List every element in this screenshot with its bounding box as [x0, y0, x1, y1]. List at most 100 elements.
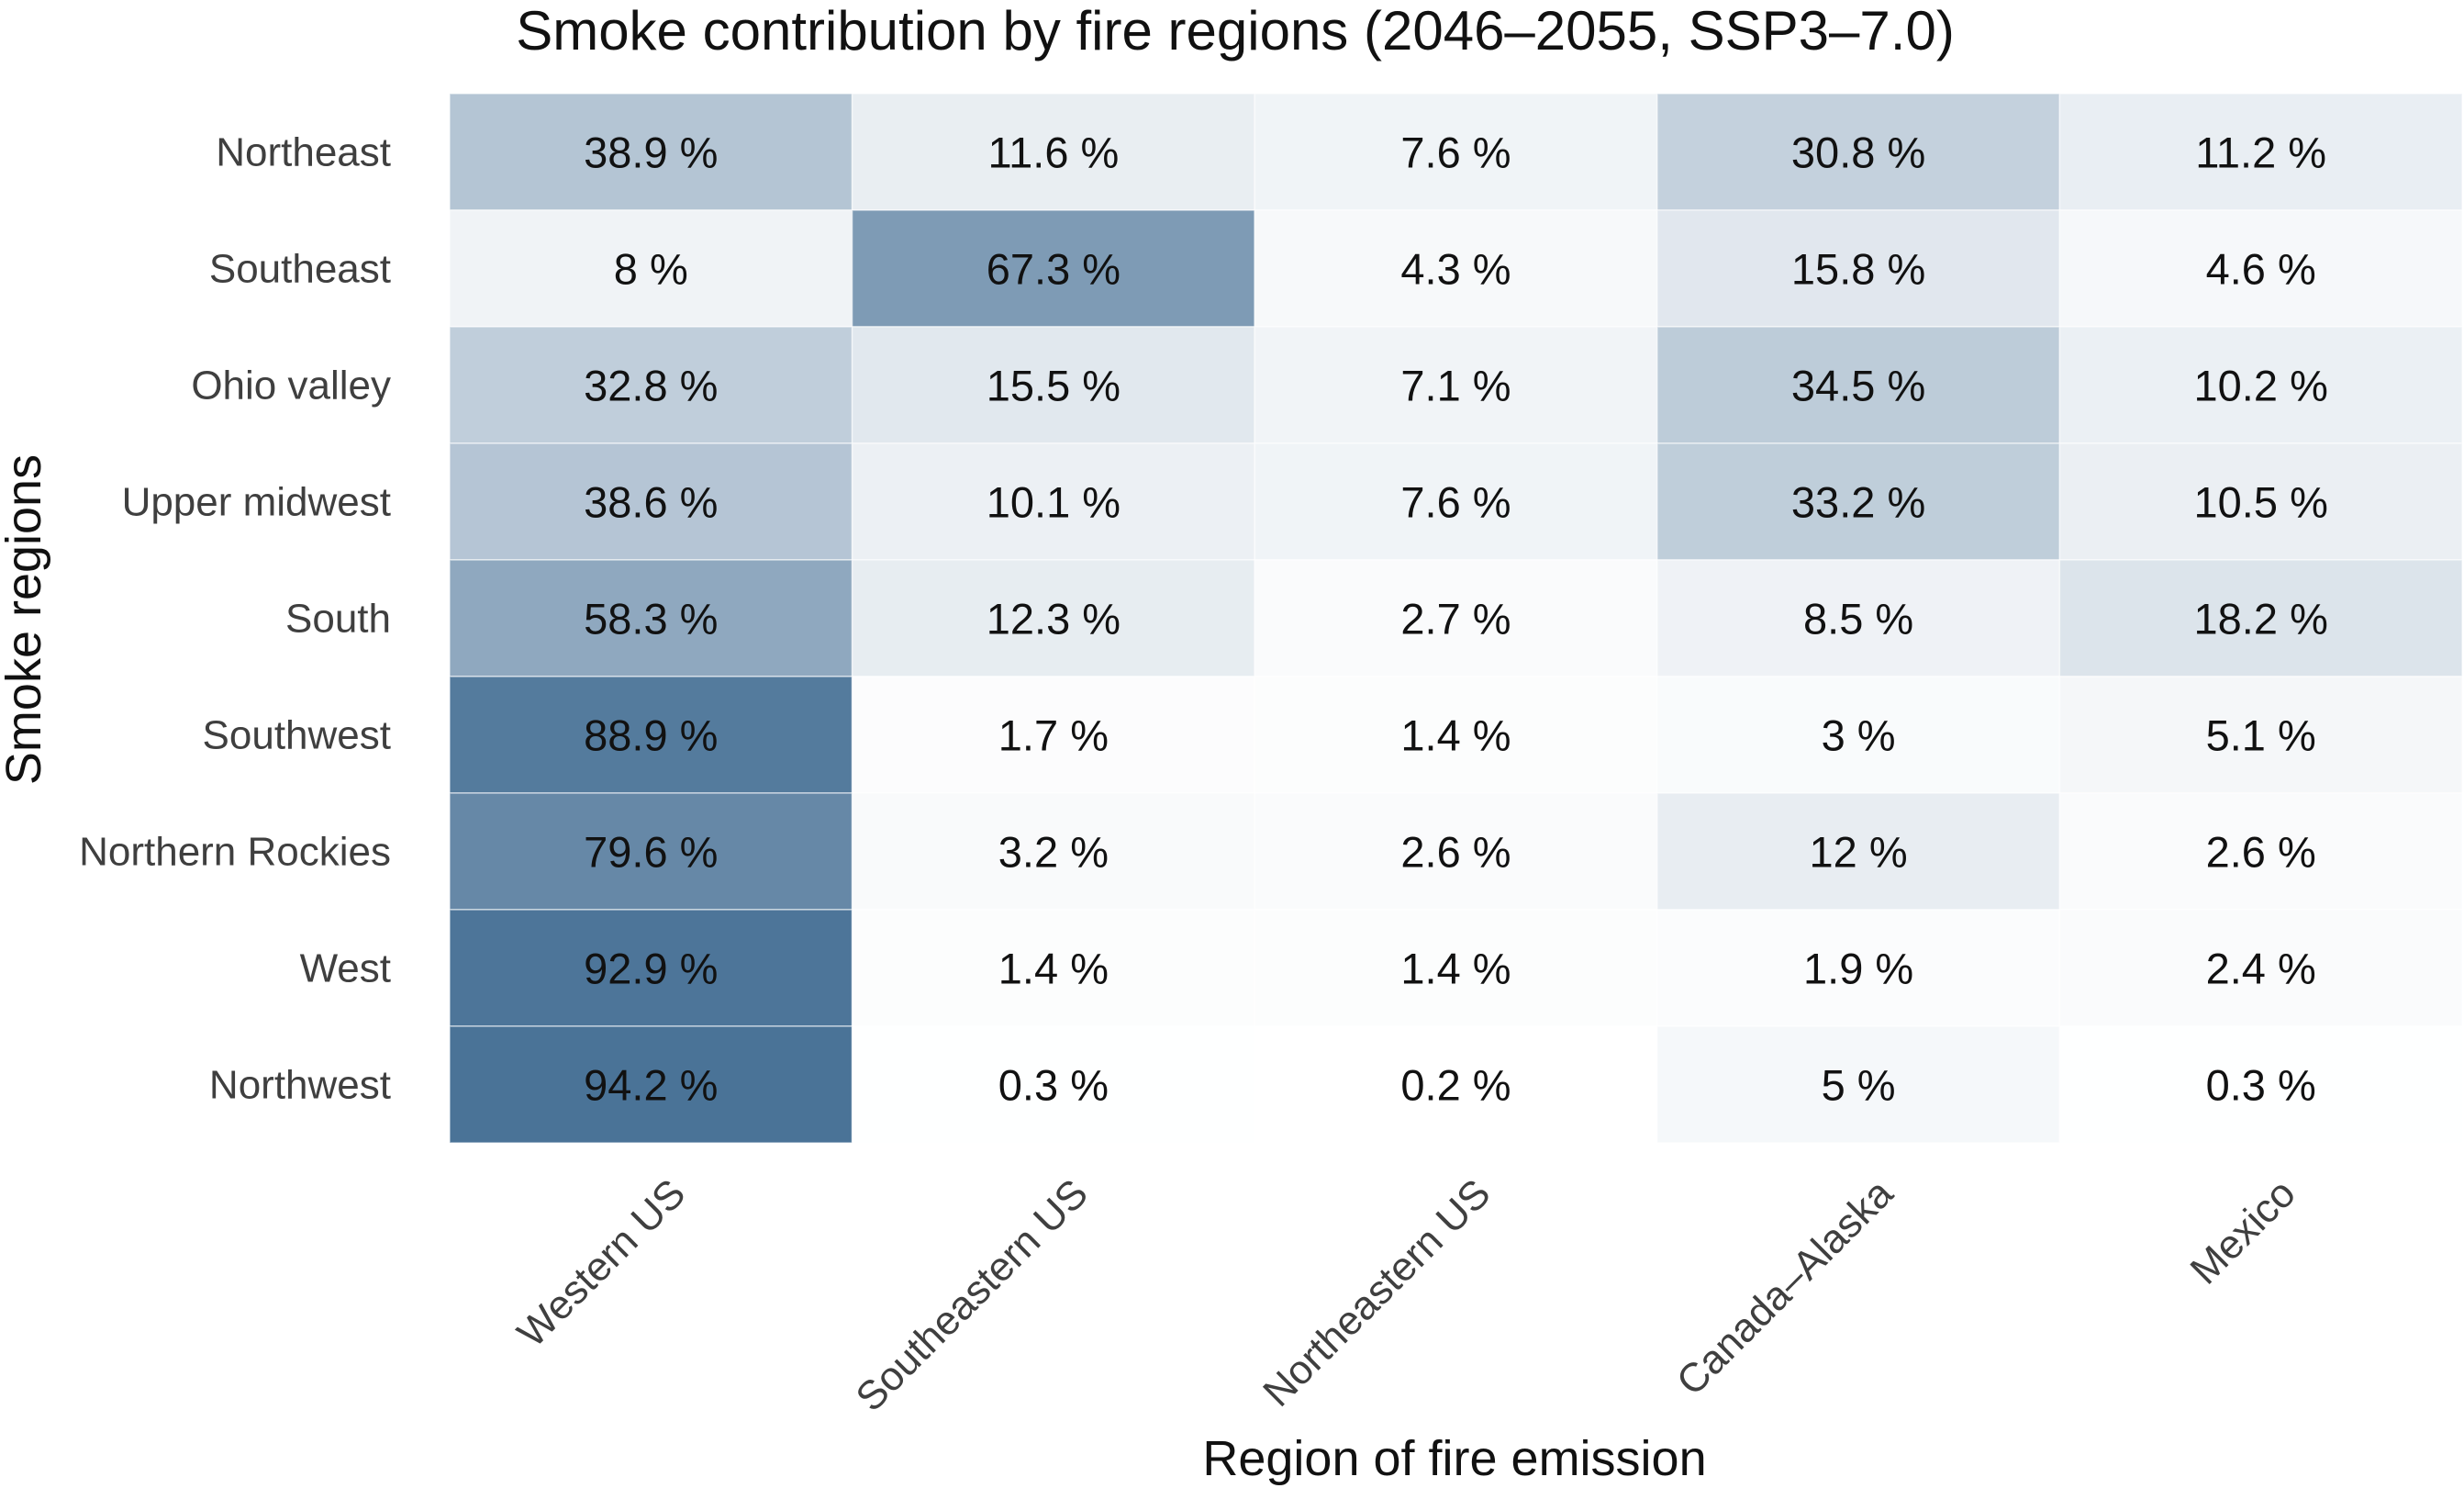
heatmap-cell: [851, 93, 1255, 211]
cell-value-label: 12.3 %: [987, 595, 1121, 643]
cell-value-label: 2.6 %: [1400, 828, 1511, 877]
cell-value-label: 7.1 %: [1400, 362, 1511, 410]
cell-value-label: 12 %: [1810, 828, 1908, 877]
heatmap-cell: [1254, 93, 1658, 211]
heatmap-cell: [2058, 93, 2463, 211]
heatmap-cell: [2058, 1025, 2463, 1144]
cell-value-label: 11.6 %: [987, 129, 1119, 177]
heatmap-cell: [851, 559, 1255, 677]
heatmap-cell: [449, 1025, 853, 1144]
cell-value-label: 67.3 %: [987, 245, 1121, 294]
heatmap-cell: [449, 909, 853, 1027]
y-axis-label: Smoke regions: [0, 454, 51, 785]
heatmap-cell: [1254, 209, 1658, 328]
cell-value-label: 1.4 %: [1400, 711, 1511, 760]
cell-value-label: 5 %: [1822, 1061, 1896, 1110]
heatmap-cell: [2058, 209, 2463, 328]
cell-value-label: 2.4 %: [2206, 945, 2316, 993]
cell-value-label: 34.5 %: [1791, 362, 1925, 410]
cell-value-label: 18.2 %: [2194, 595, 2328, 643]
heatmap-cell: [1254, 559, 1658, 677]
cell-value-label: 11.2 %: [2195, 129, 2326, 177]
column-tick-label: Northeastern US: [1254, 1170, 1499, 1415]
row-tick-label: Southeast: [209, 247, 391, 292]
x-axis-label: Region of fire emission: [1202, 1431, 1706, 1486]
cell-value-label: 38.9 %: [584, 129, 718, 177]
column-tick-label: Southeastern US: [847, 1170, 1097, 1420]
cell-value-label: 1.4 %: [998, 945, 1109, 993]
heatmap-cell: [1656, 326, 2061, 444]
heatmap-cell: [1656, 909, 2061, 1027]
cell-value-label: 92.9 %: [584, 945, 718, 993]
cell-value-label: 79.6 %: [584, 828, 718, 877]
cell-value-label: 32.8 %: [584, 362, 718, 410]
cell-value-label: 2.6 %: [2206, 828, 2316, 877]
heatmap-cell: [2058, 559, 2463, 677]
cell-value-label: 1.9 %: [1803, 945, 1913, 993]
heatmap-cell: [449, 93, 853, 211]
heatmap-cell: [851, 909, 1255, 1027]
heatmap-cell: [2058, 326, 2463, 444]
heatmap-cell: [1254, 909, 1658, 1027]
cell-value-label: 10.1 %: [987, 478, 1121, 527]
heatmap-cell: [2058, 442, 2463, 561]
row-tick-label: Ohio valley: [191, 364, 391, 408]
row-tick-label: Southwest: [203, 713, 391, 758]
chart-title: Smoke contribution by fire regions (2046…: [516, 0, 1955, 62]
heatmap-cell: [449, 792, 853, 911]
cell-value-label: 8.5 %: [1803, 595, 1913, 643]
row-tick-label: Northwest: [209, 1063, 391, 1108]
cell-value-label: 3 %: [1822, 711, 1896, 760]
cell-value-label: 7.6 %: [1400, 478, 1511, 527]
row-tick-label: Upper midwest: [122, 480, 391, 525]
cell-value-label: 88.9 %: [584, 711, 718, 760]
cell-value-label: 15.5 %: [987, 362, 1121, 410]
cell-value-label: 10.5 %: [2194, 478, 2328, 527]
heatmap-cell: [2058, 909, 2463, 1027]
heatmap-cell: [1254, 326, 1658, 444]
cell-value-label: 94.2 %: [584, 1061, 718, 1110]
heatmap-cell: [1656, 93, 2061, 211]
cell-value-label: 33.2 %: [1791, 478, 1925, 527]
cell-value-label: 0.3 %: [2206, 1061, 2316, 1110]
cell-value-label: 3.2 %: [998, 828, 1109, 877]
cell-value-label: 0.3 %: [998, 1061, 1109, 1110]
heatmap-cell: [449, 559, 853, 677]
heatmap-cell: [449, 442, 853, 561]
cell-value-label: 30.8 %: [1791, 129, 1925, 177]
heatmap-cell: [851, 442, 1255, 561]
cell-value-label: 0.2 %: [1400, 1061, 1511, 1110]
cell-value-label: 58.3 %: [584, 595, 718, 643]
row-tick-label: West: [300, 946, 391, 991]
cell-value-label: 7.6 %: [1400, 129, 1511, 177]
cell-value-label: 1.7 %: [998, 711, 1109, 760]
heatmap-cell: [449, 209, 853, 328]
cell-value-label: 8 %: [614, 245, 688, 294]
cell-value-label: 38.6 %: [584, 478, 718, 527]
cell-value-label: 4.6 %: [2206, 245, 2316, 294]
cell-value-label: 4.3 %: [1400, 245, 1511, 294]
cell-value-label: 1.4 %: [1400, 945, 1511, 993]
heatmap-cell: [1254, 676, 1658, 794]
cell-value-label: 10.2 %: [2194, 362, 2328, 410]
heatmap-cell: [1656, 442, 2061, 561]
heatmap-cells: 38.9 % 11.6 % 7.6 % 30.8 % 11.2 % 8 % 67.3 % 4.…: [449, 93, 2463, 1144]
cell-value-label: 2.7 %: [1400, 595, 1511, 643]
heatmap-cell: [2058, 676, 2463, 794]
cell-value-label: 5.1 %: [2206, 711, 2316, 760]
column-labels: Western US Southeastern US Northeastern US…: [509, 1170, 2304, 1420]
row-tick-label: Northeast: [216, 130, 391, 175]
column-tick-label: Mexico: [2182, 1170, 2304, 1292]
row-labels: Northeast Southeast Ohio valley Upper midwe…: [79, 130, 391, 1108]
heatmap-cell: [1656, 676, 2061, 794]
heatmap-cell: [851, 1025, 1255, 1144]
row-tick-label: Northern Rockies: [79, 830, 391, 875]
heatmap-cell: [1254, 442, 1658, 561]
column-tick-label: Canada–Alaska: [1668, 1170, 1902, 1404]
heatmap-cell: [851, 326, 1255, 444]
cell-value-label: 15.8 %: [1791, 245, 1925, 294]
column-tick-label: Western US: [509, 1170, 695, 1356]
heatmap-cell: [851, 676, 1255, 794]
heatmap-cell: [1254, 1025, 1658, 1144]
